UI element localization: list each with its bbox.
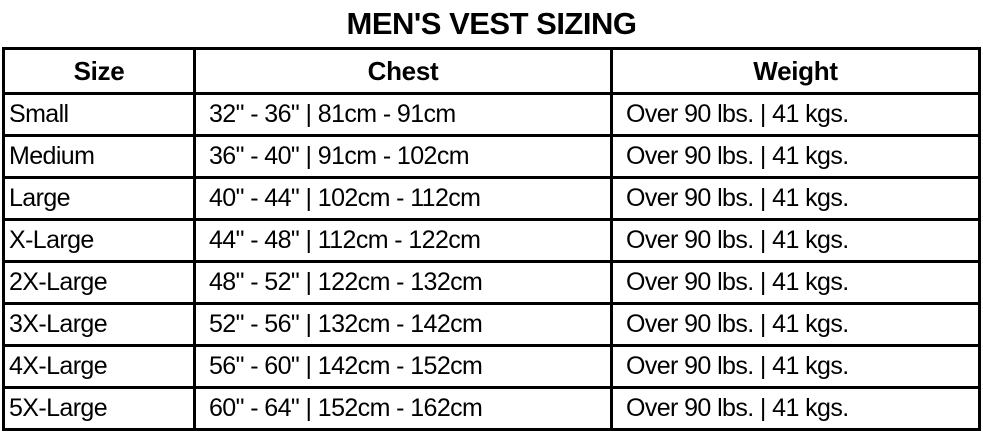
chest-cell: 52" - 56" | 132cm - 142cm: [193, 302, 613, 347]
table-row: Large 40" - 44" | 102cm - 112cm Over 90 …: [2, 176, 981, 221]
size-cell: 4X-Large: [2, 344, 196, 389]
size-cell: 2X-Large: [2, 260, 196, 305]
size-cell: X-Large: [2, 218, 196, 263]
weight-cell: Over 90 lbs. | 41 kgs.: [610, 92, 981, 137]
weight-cell: Over 90 lbs. | 41 kgs.: [610, 386, 981, 431]
column-header-size: Size: [2, 47, 196, 95]
chest-cell: 40" - 44" | 102cm - 112cm: [193, 176, 613, 221]
size-cell: 5X-Large: [2, 386, 196, 431]
chest-cell: 32" - 36" | 81cm - 91cm: [193, 92, 613, 137]
chest-cell: 44" - 48" | 112cm - 122cm: [193, 218, 613, 263]
table-row: Small 32" - 36" | 81cm - 91cm Over 90 lb…: [2, 92, 981, 137]
weight-cell: Over 90 lbs. | 41 kgs.: [610, 260, 981, 305]
table-row: 3X-Large 52" - 56" | 132cm - 142cm Over …: [2, 302, 981, 347]
header-row: Size Chest Weight: [2, 47, 981, 95]
chest-cell: 56" - 60" | 142cm - 152cm: [193, 344, 613, 389]
weight-cell: Over 90 lbs. | 41 kgs.: [610, 344, 981, 389]
table-row: 4X-Large 56" - 60" | 142cm - 152cm Over …: [2, 344, 981, 389]
weight-cell: Over 90 lbs. | 41 kgs.: [610, 218, 981, 263]
table-row: X-Large 44" - 48" | 112cm - 122cm Over 9…: [2, 218, 981, 263]
size-cell: Small: [2, 92, 196, 137]
column-header-weight: Weight: [610, 47, 981, 95]
weight-cell: Over 90 lbs. | 41 kgs.: [610, 302, 981, 347]
table-row: Medium 36" - 40" | 91cm - 102cm Over 90 …: [2, 134, 981, 179]
size-cell: Large: [2, 176, 196, 221]
sizing-table: Size Chest Weight Small 32" - 36" | 81cm…: [2, 47, 981, 431]
size-cell: Medium: [2, 134, 196, 179]
chest-cell: 36" - 40" | 91cm - 102cm: [193, 134, 613, 179]
weight-cell: Over 90 lbs. | 41 kgs.: [610, 176, 981, 221]
size-cell: 3X-Large: [2, 302, 196, 347]
column-header-chest: Chest: [193, 47, 613, 95]
chest-cell: 48" - 52" | 122cm - 132cm: [193, 260, 613, 305]
page-title: MEN'S VEST SIZING: [346, 6, 637, 41]
chest-cell: 60" - 64" | 152cm - 162cm: [193, 386, 613, 431]
table-row: 5X-Large 60" - 64" | 152cm - 162cm Over …: [2, 386, 981, 431]
table-row: 2X-Large 48" - 52" | 122cm - 132cm Over …: [2, 260, 981, 305]
weight-cell: Over 90 lbs. | 41 kgs.: [610, 134, 981, 179]
